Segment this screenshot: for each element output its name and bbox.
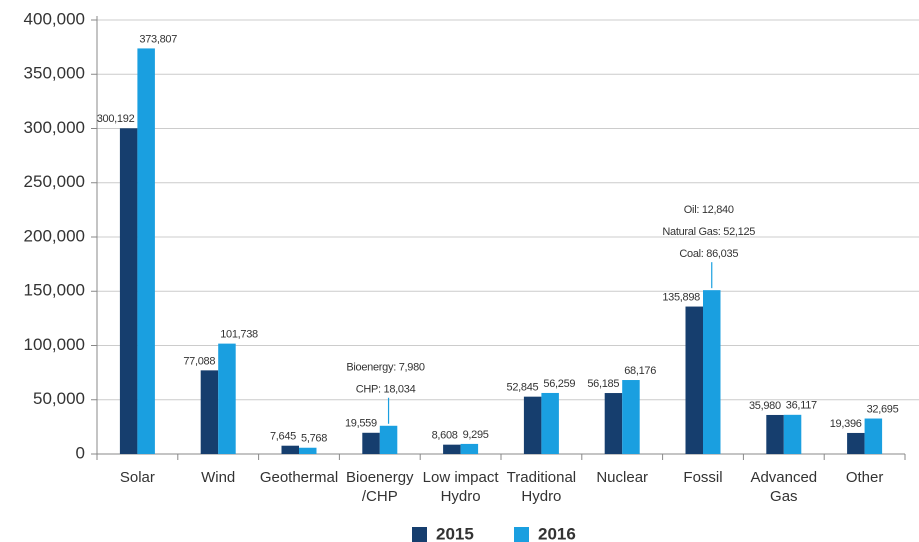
value-label: 373,807 — [139, 33, 177, 45]
y-tick-label: 0 — [76, 443, 85, 462]
value-label: 135,898 — [662, 291, 700, 303]
x-tick-label: Other — [846, 469, 884, 486]
value-label: 56,259 — [543, 378, 575, 390]
value-label: 77,088 — [183, 355, 215, 367]
y-tick-label: 300,000 — [24, 118, 85, 137]
annotation: Natural Gas: 52,125 — [662, 226, 755, 238]
x-tick-label: Bioenergy/CHP — [346, 469, 414, 505]
annotation: Oil: 12,840 — [684, 204, 734, 216]
bar — [864, 418, 883, 454]
bar — [604, 393, 623, 454]
x-tick-label: Geothermal — [260, 469, 338, 486]
bar — [460, 443, 479, 454]
value-label: 19,559 — [345, 418, 377, 430]
x-tick-label: Advanced Gas — [750, 469, 817, 505]
bar — [299, 447, 317, 454]
annotation: Bioenergy: 7,980 — [346, 362, 425, 374]
value-label: 101,738 — [220, 329, 258, 341]
bar — [137, 48, 155, 454]
legend-label: 2016 — [538, 524, 576, 542]
y-tick-label: 200,000 — [24, 226, 85, 245]
legend-swatch — [412, 527, 427, 542]
bar — [685, 306, 703, 454]
bar — [119, 128, 138, 454]
x-tick-label: Fossil — [683, 469, 722, 486]
value-label: 68,176 — [624, 365, 656, 377]
value-label: 19,396 — [830, 418, 862, 430]
value-label: 9,295 — [463, 429, 489, 441]
bar — [362, 432, 380, 454]
y-tick-label: 50,000 — [33, 389, 85, 408]
value-label: 56,185 — [587, 378, 619, 390]
value-label: 5,768 — [301, 433, 327, 445]
y-tick-label: 350,000 — [24, 64, 85, 83]
x-tick-label: Traditional Hydro — [507, 469, 576, 505]
bar — [281, 445, 299, 454]
value-label: 300,192 — [97, 113, 135, 125]
value-label: 52,845 — [507, 382, 539, 394]
value-label: 7,645 — [270, 431, 296, 443]
bar — [847, 432, 865, 454]
annotation: Coal: 86,035 — [679, 248, 738, 260]
bar — [783, 414, 802, 454]
x-tick-label: Solar — [120, 469, 155, 486]
y-tick-label: 250,000 — [24, 172, 85, 191]
legend-swatch — [514, 527, 529, 542]
x-tick-label: Nuclear — [596, 469, 648, 486]
x-tick-label: Low impact Hydro — [423, 469, 500, 505]
x-tick-label: Wind — [201, 469, 235, 486]
bar — [622, 380, 640, 454]
bar — [703, 290, 721, 454]
bar — [541, 392, 559, 454]
y-tick-label: 150,000 — [24, 281, 85, 300]
bar — [443, 444, 461, 454]
value-label: 32,695 — [867, 403, 899, 415]
annotation: CHP: 18,034 — [356, 384, 416, 396]
bar — [523, 396, 542, 454]
bar — [766, 414, 784, 454]
y-tick-label: 400,000 — [24, 9, 85, 28]
bar — [218, 343, 236, 454]
value-label: 36,117 — [786, 400, 817, 412]
legend-label: 2015 — [436, 524, 474, 542]
value-label: 8,608 — [432, 430, 458, 442]
y-tick-label: 100,000 — [24, 335, 85, 354]
bar — [200, 370, 219, 454]
bar — [379, 425, 398, 454]
value-label: 35,980 — [749, 400, 781, 412]
